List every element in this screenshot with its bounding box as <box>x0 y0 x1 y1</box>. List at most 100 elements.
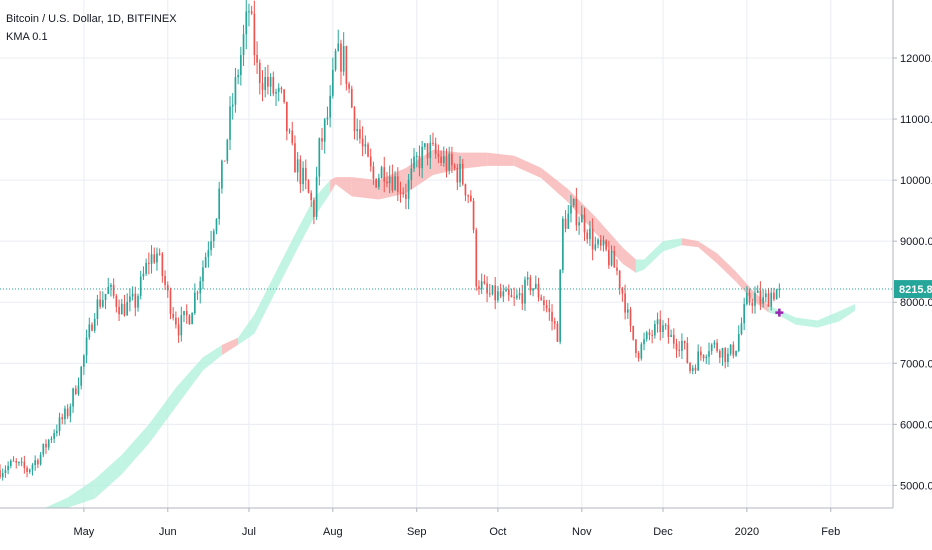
candle-body <box>378 177 380 188</box>
candle-body <box>72 388 74 407</box>
candle-body <box>402 192 405 195</box>
candle-body <box>497 291 499 301</box>
candle-body <box>131 293 134 297</box>
candle-body <box>134 293 137 308</box>
candle-body <box>559 270 561 342</box>
candle-body <box>413 156 415 169</box>
candle-body <box>356 129 359 132</box>
candle-body <box>543 300 545 306</box>
price-tick-label: 9000.0 <box>900 236 932 248</box>
time-tick-label: Aug <box>323 526 343 538</box>
candle-body <box>20 461 23 463</box>
band-segment <box>487 152 515 166</box>
symbol-title: Bitcoin / U.S. Dollar, 1D, BITFINEX <box>6 13 177 25</box>
price-axis[interactable]: 5000.0 6000.0 7000.0 8000.0 9000.0 10000.0 110… <box>892 0 932 550</box>
candle-body <box>169 290 172 314</box>
candle-body <box>667 324 670 337</box>
candle-body <box>39 454 42 465</box>
price-tick-label: 5000.0 <box>900 480 932 492</box>
candle-body <box>713 342 716 345</box>
candle-body <box>410 168 413 180</box>
candle-body <box>9 460 12 466</box>
candle-body <box>183 311 185 316</box>
candle-body <box>426 143 429 159</box>
candle-body <box>37 460 39 465</box>
candle-body <box>126 301 129 316</box>
time-tick-label: Sep <box>407 526 427 538</box>
candle-body <box>280 87 283 90</box>
candle-body <box>445 156 448 171</box>
candle-body <box>405 194 407 199</box>
candle-body <box>670 335 672 337</box>
candle-body <box>629 309 632 326</box>
candle-body <box>207 250 210 258</box>
candle-body <box>299 159 302 185</box>
candle-body <box>267 76 269 87</box>
candle-body <box>185 311 188 316</box>
candle-body <box>93 318 96 331</box>
candle-body <box>710 344 713 352</box>
candle-body <box>621 288 624 294</box>
candle-body <box>572 199 575 206</box>
candle-body <box>69 406 72 417</box>
band-segment <box>736 271 753 301</box>
candle-body <box>12 460 15 462</box>
candle-body <box>15 461 18 463</box>
candle-body <box>659 319 662 332</box>
candle-body <box>296 159 299 173</box>
candle-body <box>770 292 773 307</box>
candle-body <box>746 292 748 305</box>
candle-body <box>256 54 258 63</box>
band-segment <box>622 247 636 273</box>
candle-body <box>534 283 537 289</box>
price-tick-label: 8000.0 <box>900 297 932 309</box>
candle-body <box>570 205 572 214</box>
candle-body <box>773 292 775 300</box>
band-segment <box>351 177 379 200</box>
candle-body <box>551 311 553 322</box>
candle-body <box>672 335 675 344</box>
candle-body <box>635 339 637 354</box>
candle-body <box>396 176 399 192</box>
candle-body <box>480 281 483 290</box>
candle-body <box>724 348 727 363</box>
candle-body <box>562 218 564 271</box>
candle-body <box>272 76 275 94</box>
candle-body <box>616 267 618 271</box>
candle-body <box>764 293 767 298</box>
candle-body <box>210 241 212 251</box>
candle-body <box>383 167 386 182</box>
candle-body <box>689 362 691 372</box>
candle-body <box>716 342 718 352</box>
time-axis[interactable]: May Jun Jul Aug Sep Oct Nov Dec 2020 Feb <box>0 507 932 550</box>
candle-body <box>218 188 221 220</box>
candle-body <box>605 240 607 250</box>
price-tick-label: 6000.0 <box>900 419 932 431</box>
candle-body <box>7 465 9 471</box>
candle-body <box>451 153 453 166</box>
candle-body <box>226 139 229 161</box>
candle-body <box>294 143 296 173</box>
candle-body <box>66 408 69 417</box>
candle-body <box>364 144 367 147</box>
candle-body <box>499 291 502 297</box>
candle-body <box>310 192 313 201</box>
candle-body <box>326 117 329 120</box>
candle-body <box>580 214 583 223</box>
candle-body <box>727 353 729 363</box>
candle-body <box>591 228 594 250</box>
candle-body <box>321 138 323 142</box>
candle-body <box>204 257 207 268</box>
candle-body <box>47 439 50 448</box>
candle-body <box>461 163 464 185</box>
candle-body <box>678 349 681 351</box>
candle-body <box>45 443 47 448</box>
candle-body <box>442 156 445 163</box>
candle-body <box>110 284 112 288</box>
candle-body <box>599 239 602 246</box>
candle-body <box>748 292 751 303</box>
candle-body <box>721 348 724 358</box>
price-axis-bg <box>893 0 932 550</box>
